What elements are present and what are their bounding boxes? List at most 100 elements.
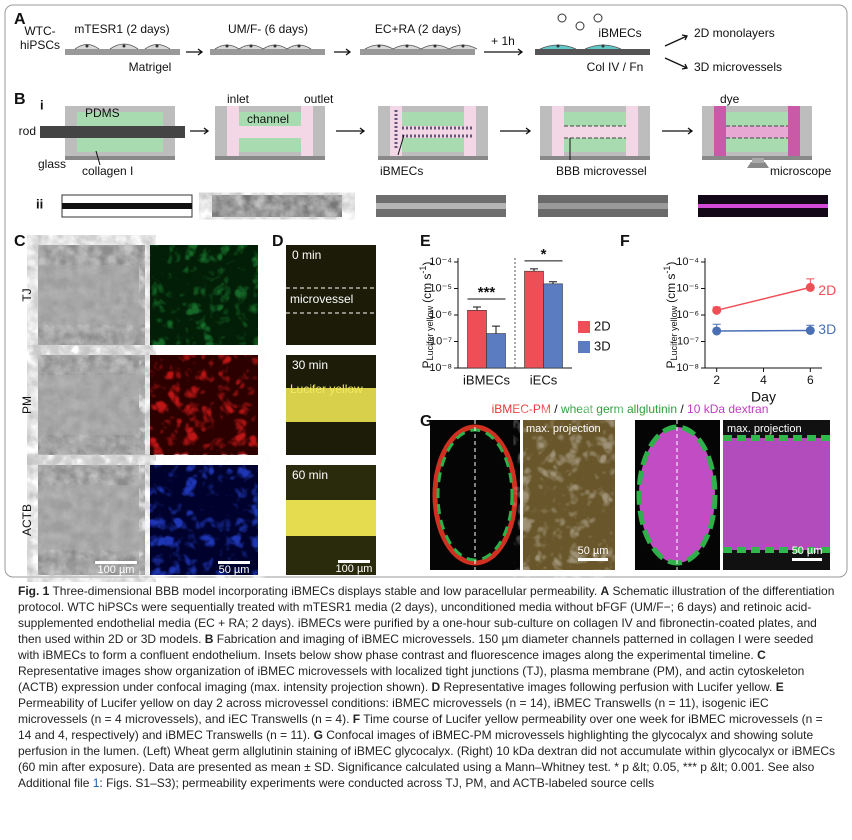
cell-label: WTC- <box>24 24 55 38</box>
time-label: 60 min <box>292 468 328 482</box>
y-tick-label: 10⁻⁴ <box>429 256 452 268</box>
annotation: BBB microvessel <box>556 164 647 178</box>
label-part: Lucifer yellow <box>669 305 679 360</box>
scale-bar-label: 100 µm <box>336 563 373 575</box>
label-part: ) <box>420 262 434 266</box>
legend-label: 2D <box>594 318 611 333</box>
panel-label: E <box>420 233 431 250</box>
coating-label: Col IV / Fn <box>587 60 644 74</box>
row-label: ACTB <box>20 504 34 536</box>
panel-label: D <box>272 233 284 250</box>
bar <box>467 310 487 369</box>
caption-segment: E <box>775 680 784 694</box>
step-label: mTESR1 (2 days) <box>74 22 169 36</box>
x-tick-label: 4 <box>760 373 767 387</box>
panel-c: C TJ PM ACTB 100 µm 50 µm <box>14 233 258 576</box>
time-label: 30 min <box>292 358 328 372</box>
micrographs <box>38 245 258 575</box>
y-tick-label: 10⁻⁷ <box>430 335 452 347</box>
error-bar <box>492 325 500 334</box>
rod <box>40 126 185 138</box>
y-tick-label: 10⁻⁵ <box>676 282 699 294</box>
title-part: / <box>677 402 687 416</box>
caption-segment: D <box>431 680 441 694</box>
row-label: TJ <box>20 288 34 301</box>
significance-label: *** <box>478 284 496 301</box>
figure: A WTC- hiPSCs mTESR1 (2 days) UM/F- (6 d… <box>4 4 848 578</box>
error-bar <box>473 306 481 311</box>
vessel-label: microvessel <box>290 292 353 306</box>
label-part: Lucifer yellow <box>425 305 435 360</box>
series-line <box>716 286 811 312</box>
significance-label: * <box>541 246 547 263</box>
y-axis-label: PLucifer yellow (cm s-1) <box>418 262 435 369</box>
legend-swatch <box>578 321 590 333</box>
title-part: 10 kDa dextran <box>687 402 768 416</box>
bar <box>543 283 563 369</box>
bar <box>486 333 506 369</box>
error-bar <box>549 281 557 284</box>
time-label: 0 min <box>292 248 321 262</box>
label-part: ) <box>664 262 678 266</box>
point <box>712 326 722 336</box>
point <box>805 282 815 292</box>
panel-label: G <box>420 413 432 430</box>
caption-segment: B <box>204 632 214 646</box>
error-bar <box>530 268 538 272</box>
y-tick-label: 10⁻⁶ <box>429 309 452 321</box>
perfusion-images <box>286 245 376 575</box>
output-label: 3D microvessels <box>694 60 782 74</box>
label-part: P <box>664 360 678 368</box>
y-tick-label: 10⁻⁴ <box>676 256 699 268</box>
series-label: 3D <box>818 321 836 337</box>
annotation: inlet <box>227 92 250 106</box>
row-label: PM <box>20 396 34 414</box>
cell-label: iBMECs <box>598 26 641 40</box>
substrate-label: Matrigel <box>129 60 172 74</box>
caption-segment[interactable]: 1 <box>92 776 100 790</box>
y-tick-label: 10⁻⁸ <box>676 362 699 374</box>
title-part: wheat germ allglutinin <box>560 402 677 416</box>
x-tick-label: iECs <box>530 372 558 387</box>
panel-title: iBMEC-PM / wheat germ allglutinin / 10 k… <box>492 402 769 416</box>
cell-nuclei <box>85 44 605 48</box>
caption-segment: : Figs. S1–S3); permeability experiments… <box>99 776 655 790</box>
x-axis-label: Day <box>751 389 776 405</box>
title-part: iBMEC-PM <box>492 402 551 416</box>
caption-segment: Time course of Lucifer yellow permeabili… <box>18 712 823 742</box>
row-label: i <box>40 97 44 112</box>
dye-label: Lucifer yellow <box>290 382 363 396</box>
panel-b: B i ii PDMS rod glass collagen I inlet o… <box>14 91 832 218</box>
annotation: glass <box>38 157 66 171</box>
scale-bar-label: 100 µm <box>98 564 135 576</box>
caption-segment: Schematic illustration of the differenti… <box>18 584 835 646</box>
caption-segment: C <box>757 648 766 662</box>
label-part: -1 <box>662 266 672 274</box>
caption-segment: Representative images following perfusio… <box>440 680 776 694</box>
title-part: / <box>551 402 561 416</box>
cell-label: hiPSCs <box>20 38 60 52</box>
row-label: ii <box>36 196 43 211</box>
scale-bar-label: 50 µm <box>578 545 609 557</box>
arrows <box>186 34 688 70</box>
step-label: EC+RA (2 days) <box>375 22 461 36</box>
panel-label: F <box>620 233 630 250</box>
x-tick-label: 2 <box>713 373 720 387</box>
panel-a: A WTC- hiPSCs mTESR1 (2 days) UM/F- (6 d… <box>14 11 782 74</box>
floating-cells <box>557 13 603 31</box>
series-label: 2D <box>818 282 836 298</box>
label-part: (cm s <box>664 274 678 303</box>
annotation: collagen I <box>82 164 133 178</box>
y-axis-label: PLucifer yellow (cm s-1) <box>662 262 679 369</box>
y-tick-label: 10⁻⁷ <box>677 335 699 347</box>
step-label: UM/F- (6 days) <box>228 22 308 36</box>
arrows <box>95 127 694 166</box>
caption-segment: Permeability of Lucifer yellow on day 2 … <box>18 696 769 726</box>
devices <box>40 106 812 168</box>
caption-segment: Fig. 1 <box>18 584 50 598</box>
annotation: iBMECs <box>380 164 423 178</box>
image-label: max. projection <box>526 423 601 435</box>
caption-segment: Fabrication and imaging of iBMEC microve… <box>18 632 814 662</box>
point <box>805 326 815 336</box>
